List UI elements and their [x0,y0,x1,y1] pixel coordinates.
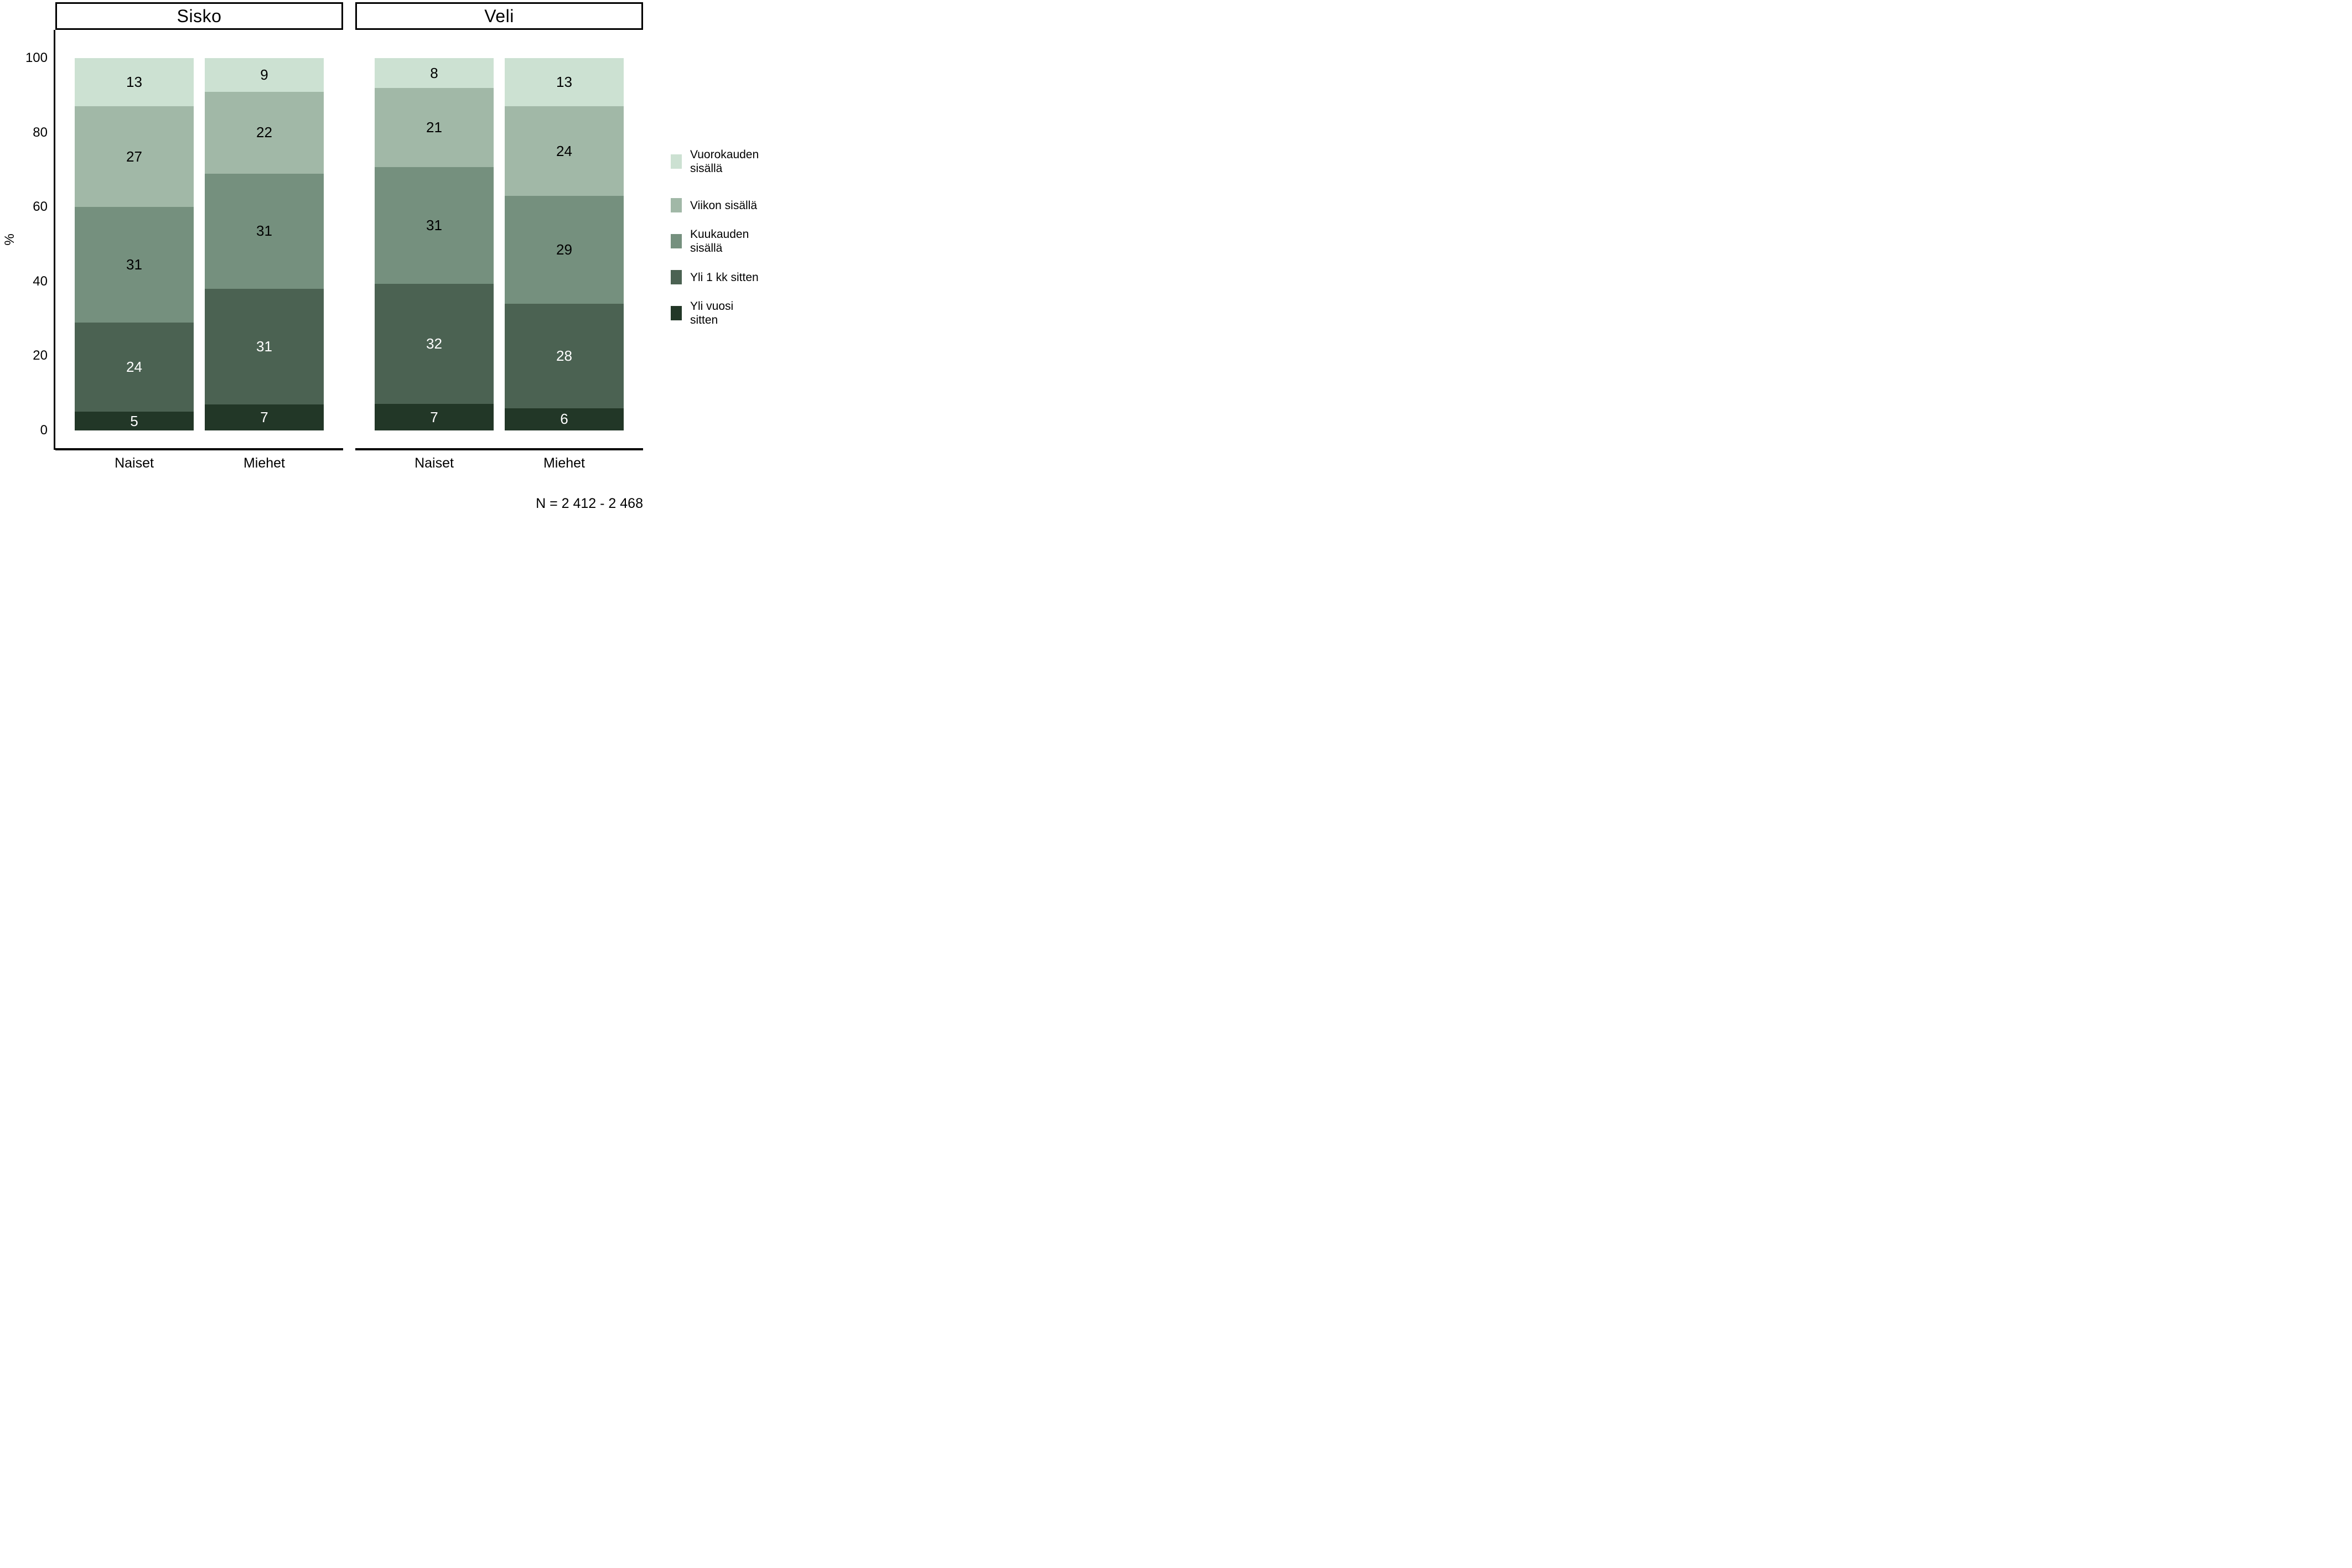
segment-value-label: 28 [556,347,572,364]
category-label-miehet: Miehet [243,455,286,471]
bar-veli-naiset: 8 21 31 32 7 [375,58,494,430]
category-label-miehet: Miehet [543,455,586,471]
legend-swatch-yli-1-kk-sitten [671,270,682,284]
bar-segment-yli-1-kk-sitten: 24 [75,322,194,412]
legend-label-viikon-sisalla: Viikon sisällä [690,199,758,212]
segment-value-label: 7 [430,408,438,425]
bar-segment-kuukauden-sisalla: 31 [75,207,194,323]
segment-value-label: 7 [260,408,268,425]
legend-item-vuorokauden-sisalla: Vuorokauden sisällä [671,148,759,175]
legend-swatch-yli-vuosi-sitten [671,306,682,320]
panel-veli: 8 21 31 32 7 Naiset 13 24 29 28 6 Miehet [355,0,643,523]
sample-size-caption: N = 2 412 - 2 468 [536,496,643,511]
legend-label-yli-vuosi-sitten: Yli vuosi sitten [690,300,734,326]
segment-value-label: 13 [126,74,142,91]
segment-value-label: 13 [556,74,572,91]
y-tick-label-20: 20 [33,348,48,364]
segment-value-label: 24 [556,142,572,159]
legend-label-yli-1-kk-sitten: Yli 1 kk sitten [690,271,759,284]
legend-item-yli-1-kk-sitten: Yli 1 kk sitten [671,270,759,284]
chart-canvas: Sisko Veli % 100 80 60 40 20 0 13 27 31 24 5 Naise… [0,0,784,523]
facet-title-box-veli: Veli [355,2,643,30]
y-tick-label-60: 60 [33,199,48,215]
legend-item-kuukauden-sisalla: Kuukauden sisällä [671,227,749,255]
y-tick-label-80: 80 [33,124,48,140]
facet-title-box-sisko: Sisko [55,2,343,30]
bar-segment-vuorokauden-sisalla: 8 [375,58,494,89]
category-label-naiset: Naiset [115,455,154,471]
bar-segment-kuukauden-sisalla: 31 [375,167,494,284]
segment-value-label: 29 [556,241,572,258]
category-label-naiset: Naiset [415,455,454,471]
bar-segment-yli-vuosi-sitten: 7 [205,404,324,430]
bar-sisko-naiset: 13 27 31 24 5 [75,58,194,430]
legend-swatch-vuorokauden-sisalla [671,154,682,169]
panel-sisko: 13 27 31 24 5 Naiset 9 22 31 31 7 Miehet [55,0,343,523]
y-tick-label-40: 40 [33,273,48,289]
bar-segment-vuorokauden-sisalla: 13 [505,58,624,107]
legend-item-viikon-sisalla: Viikon sisällä [671,198,757,212]
bar-segment-viikon-sisalla: 24 [505,106,624,196]
segment-value-label: 8 [430,64,438,81]
segment-value-label: 24 [126,359,142,376]
segment-value-label: 21 [426,119,442,136]
y-tick-label-100: 100 [25,50,48,65]
segment-value-label: 5 [130,412,138,429]
bar-segment-viikon-sisalla: 22 [205,91,324,174]
legend-swatch-kuukauden-sisalla [671,234,682,248]
segment-value-label: 32 [426,335,442,352]
bar-sisko-miehet: 9 22 31 31 7 [205,58,324,430]
facet-title-sisko: Sisko [177,6,222,26]
facet-title-veli: Veli [484,6,514,26]
x-axis-line [355,448,643,450]
bar-segment-yli-1-kk-sitten: 28 [505,304,624,408]
bar-segment-yli-1-kk-sitten: 32 [375,283,494,404]
legend: Vuorokauden sisällä Viikon sisällä Kuukaud… [671,0,784,523]
y-axis-line [53,30,55,450]
segment-value-label: 22 [256,124,272,141]
legend-label-kuukauden-sisalla: Kuukauden sisällä [690,228,749,255]
y-axis-title: % [2,233,17,246]
legend-swatch-viikon-sisalla [671,198,682,212]
bar-segment-yli-vuosi-sitten: 5 [75,412,194,430]
bar-segment-yli-vuosi-sitten: 7 [375,404,494,430]
y-tick-label-0: 0 [40,423,48,438]
bar-segment-yli-vuosi-sitten: 6 [505,408,624,430]
segment-value-label: 27 [126,148,142,165]
segment-value-label: 31 [426,217,442,233]
bar-segment-viikon-sisalla: 27 [75,106,194,207]
bar-segment-vuorokauden-sisalla: 9 [205,58,324,92]
bar-segment-yli-1-kk-sitten: 31 [205,289,324,404]
segment-value-label: 31 [256,338,272,355]
bar-segment-kuukauden-sisalla: 31 [205,173,324,289]
legend-item-yli-vuosi-sitten: Yli vuosi sitten [671,299,733,327]
legend-label-vuorokauden-sisalla: Vuorokauden sisällä [690,148,759,175]
segment-value-label: 9 [260,66,268,83]
segment-value-label: 6 [560,411,568,428]
bar-segment-kuukauden-sisalla: 29 [505,196,624,304]
bar-veli-miehet: 13 24 29 28 6 [505,58,624,430]
bar-segment-vuorokauden-sisalla: 13 [75,58,194,107]
bar-segment-viikon-sisalla: 21 [375,88,494,168]
segment-value-label: 31 [256,222,272,240]
segment-value-label: 31 [126,256,142,273]
x-axis-line [55,448,343,450]
